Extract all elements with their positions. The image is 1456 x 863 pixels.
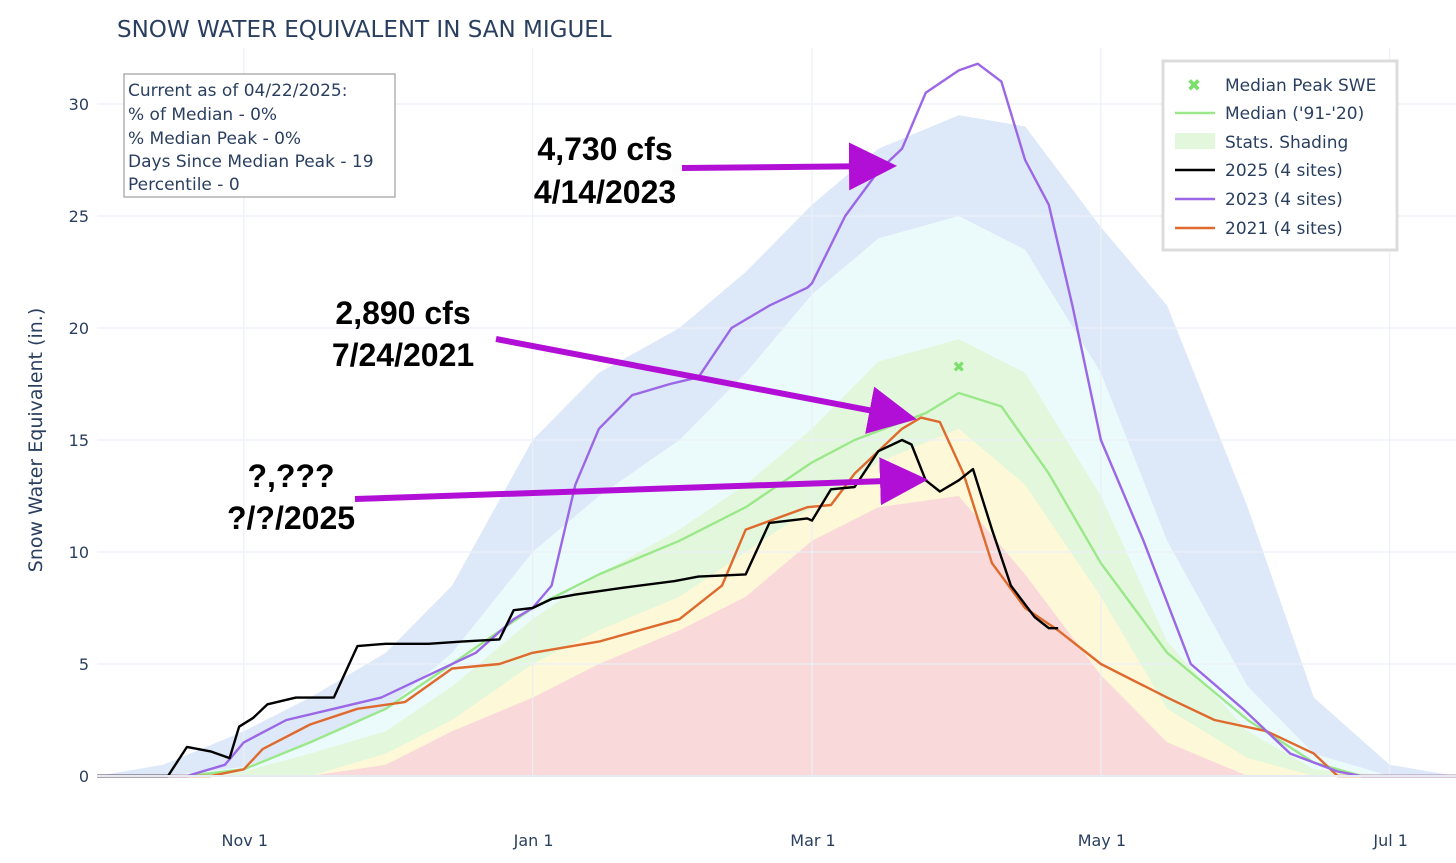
legend-item-shading[interactable]: Stats. Shading [1175,133,1348,153]
series-line-2025 [97,438,1059,778]
legend-label-median-peak: Median Peak SWE [1225,76,1376,96]
legend-item-median-peak[interactable]: ✖ Median Peak SWE [1187,76,1376,96]
annotation-2021: 2,890 cfs 7/24/2021 [332,295,917,434]
legend-label-2021: 2021 (4 sites) [1225,219,1343,239]
x-tick-label-mar-1: Mar 1 [790,831,835,850]
y-tick-label-15: 15 [69,431,89,450]
legend-label-2023: 2023 (4 sites) [1225,190,1343,210]
info-line-days-since-peak: Days Since Median Peak - 19 [128,152,374,172]
annotation-2021-line2: 7/24/2021 [332,337,474,373]
annotation-2021-arrow [495,336,917,434]
annotation-2023-line2: 4/14/2023 [534,174,676,210]
median-peak-marker: ✖ [953,358,966,376]
y-tick-label-10: 10 [69,543,89,562]
x-tick-label-may-1: May 1 [1078,831,1126,850]
series-line-2023 [97,62,1456,778]
info-line-as-of: Current as of 04/22/2025: [128,81,347,101]
annotation-2021-line1: 2,890 cfs [335,295,470,331]
chart-title: SNOW WATER EQUIVALENT IN SAN MIGUEL [117,17,612,43]
series-line-median [97,391,1456,778]
annotation-2025-line1: ?,??? [247,458,334,494]
y-tick-label-20: 20 [69,319,89,338]
annotation-2025-line2: ?/?/2025 [227,500,355,536]
info-box: Current as of 04/22/2025: % of Median - … [123,73,396,198]
stats-shading [97,115,1456,776]
legend-item-2025[interactable]: 2025 (4 sites) [1175,161,1343,181]
info-line-percentile: Percentile - 0 [128,175,240,195]
legend-frame [1161,59,1399,252]
median-peak-marker-group: ✖ [953,358,966,376]
legend-label-shading: Stats. Shading [1225,133,1348,153]
legend-item-median[interactable]: Median ('91-'20) [1175,104,1364,124]
x-tick-label-jan-1: Jan 1 [513,831,554,850]
y-axis-label: Snow Water Equivalent (in.) [25,308,47,572]
annotation-2023-line1: 4,730 cfs [537,131,672,167]
y-tick-label-25: 25 [69,207,89,226]
legend-label-2025: 2025 (4 sites) [1225,161,1343,181]
legend[interactable]: ✖ Median Peak SWE Median ('91-'20) Stats… [1161,59,1399,252]
x-tick-label-jul-1: Jul 1 [1372,831,1408,850]
y-tick-label-5: 5 [79,655,89,674]
annotation-2023-arrow [681,142,897,191]
annotation-2025-arrow [354,457,928,506]
legend-swatch-shading-icon [1175,133,1215,149]
legend-item-2023[interactable]: 2023 (4 sites) [1175,190,1343,210]
annotation-2025: ?,??? ?/?/2025 [227,457,928,536]
y-tick-label-30: 30 [69,95,89,114]
series-lines [97,62,1456,778]
y-tick-label-0: 0 [79,767,89,786]
legend-label-median: Median ('91-'20) [1225,104,1364,124]
x-tick-label-nov-1: Nov 1 [222,831,269,850]
info-box-frame [123,73,396,198]
legend-x-marker-icon: ✖ [1187,76,1201,96]
annotations: 4,730 cfs 4/14/2023 2,890 cfs 7/24/2021 … [227,131,928,536]
info-line-pct-median-peak: % Median Peak - 0% [128,129,301,149]
shading-band-4 [97,496,1456,776]
axes: 0 5 10 15 20 25 30 Nov 1 Jan 1 Mar 1 May 1 Jul 1 [69,95,1456,850]
legend-item-2021[interactable]: 2021 (4 sites) [1175,219,1343,239]
annotation-2023: 4,730 cfs 4/14/2023 [534,131,897,210]
info-line-pct-median: % of Median - 0% [128,105,277,125]
